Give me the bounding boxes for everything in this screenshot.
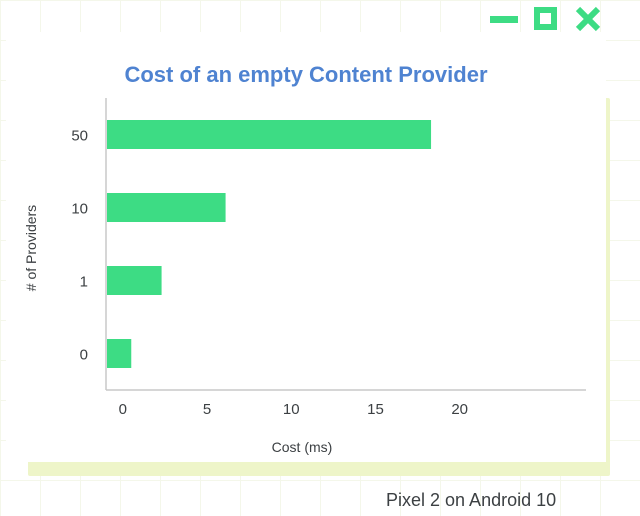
bar-0 [107,339,132,368]
close-icon[interactable] [574,5,602,33]
y-tick-label: 0 [80,347,88,364]
x-tick-label: 5 [203,401,211,418]
x-axis-label: Cost (ms) [272,439,333,455]
y-axis-label: # of Providers [23,205,39,291]
x-tick-label: 15 [367,401,384,418]
minimize-icon[interactable] [490,16,518,23]
bar-1 [107,266,162,295]
x-tick-label: 10 [283,401,300,418]
window-controls [490,6,602,32]
y-tick-label: 1 [80,274,88,291]
bar-10 [107,193,226,222]
maximize-icon[interactable] [534,7,557,30]
footer-note: Pixel 2 on Android 10 [386,490,557,510]
y-tick-label: 10 [71,201,88,218]
x-tick-label: 20 [451,401,468,418]
y-tick-label: 50 [71,128,88,145]
chart-title: Cost of an empty Content Provider [124,62,488,87]
x-tick-label: 0 [119,401,127,418]
bar-50 [107,120,432,149]
